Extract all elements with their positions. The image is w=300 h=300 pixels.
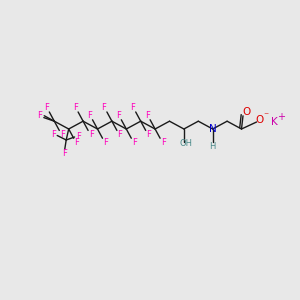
Text: O: O (256, 116, 264, 125)
Text: ⁻: ⁻ (264, 112, 269, 122)
Text: F: F (89, 130, 94, 139)
Text: F: F (73, 103, 77, 112)
Text: F: F (60, 130, 65, 139)
Text: F: F (37, 111, 42, 120)
Text: F: F (118, 130, 122, 139)
Text: K: K (271, 117, 278, 127)
Text: F: F (74, 138, 79, 147)
Text: F: F (161, 138, 166, 147)
Text: O: O (242, 107, 250, 117)
Text: N: N (209, 124, 217, 134)
Text: F: F (76, 132, 81, 141)
Text: F: F (116, 111, 121, 120)
Text: OH: OH (179, 140, 192, 148)
Text: F: F (132, 138, 137, 147)
Text: F: F (62, 149, 67, 158)
Text: F: F (44, 103, 49, 112)
Text: F: F (130, 103, 135, 112)
Text: +: + (277, 112, 285, 122)
Text: F: F (103, 138, 108, 147)
Text: F: F (145, 111, 149, 120)
Text: F: F (146, 130, 151, 139)
Text: F: F (87, 111, 92, 120)
Text: F: F (51, 130, 56, 139)
Text: H: H (209, 142, 216, 151)
Text: F: F (101, 103, 106, 112)
